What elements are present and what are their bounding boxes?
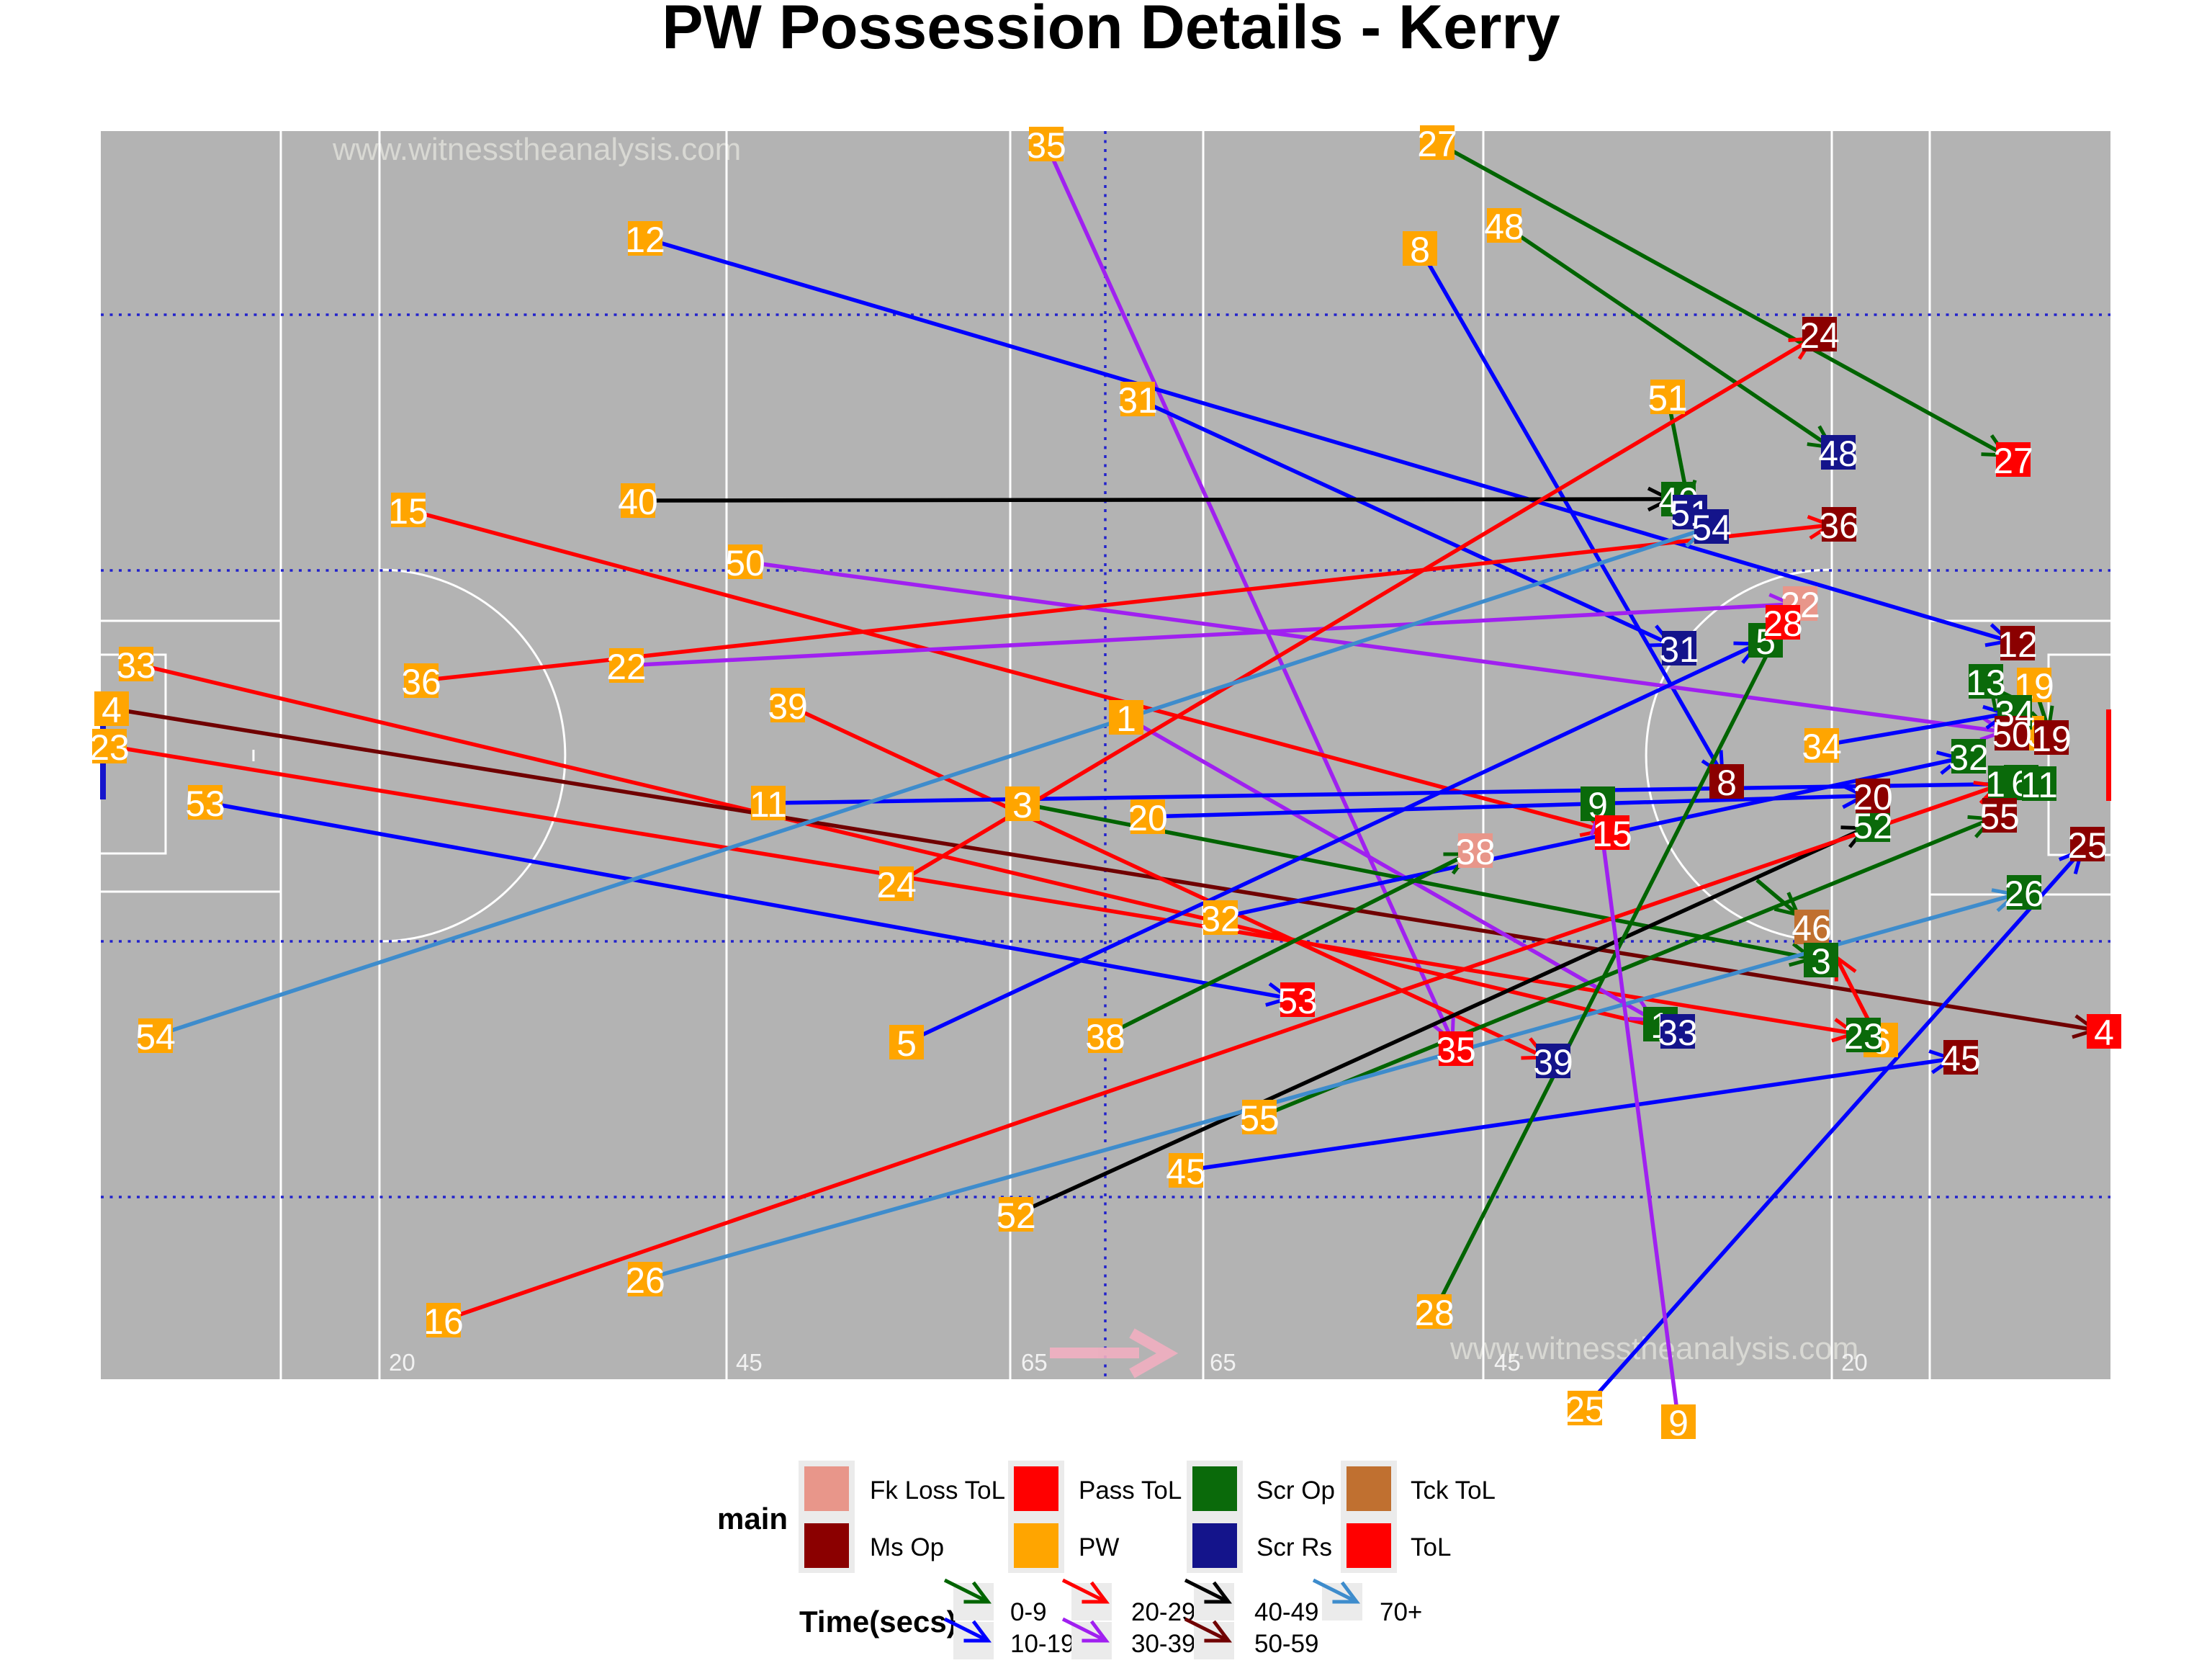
svg-text:5: 5: [896, 1023, 917, 1064]
svg-text:55: 55: [1979, 797, 2020, 837]
svg-text:25: 25: [1565, 1389, 1605, 1430]
svg-text:22: 22: [606, 647, 647, 687]
svg-text:35: 35: [1436, 1030, 1476, 1070]
svg-text:20: 20: [1853, 777, 1893, 817]
svg-text:9: 9: [1668, 1403, 1689, 1443]
svg-text:31: 31: [1659, 629, 1699, 670]
svg-text:12: 12: [1997, 624, 2038, 665]
svg-text:48: 48: [1484, 207, 1524, 247]
svg-text:26: 26: [625, 1260, 665, 1301]
svg-text:3: 3: [1811, 941, 1831, 982]
svg-text:11: 11: [2020, 765, 2058, 805]
svg-text:15: 15: [1592, 814, 1632, 854]
svg-text:Tck ToL: Tck ToL: [1411, 1476, 1496, 1505]
svg-text:53: 53: [185, 784, 225, 824]
svg-text:20: 20: [1841, 1349, 1868, 1376]
svg-text:Scr Op: Scr Op: [1256, 1476, 1335, 1505]
svg-text:Time(secs): Time(secs): [799, 1605, 957, 1639]
svg-text:50: 50: [725, 543, 765, 583]
svg-text:31: 31: [1118, 380, 1158, 421]
svg-text:19: 19: [2031, 719, 2072, 759]
svg-text:70+: 70+: [1380, 1598, 1422, 1626]
svg-text:65: 65: [1021, 1349, 1048, 1376]
svg-text:Scr Rs: Scr Rs: [1256, 1533, 1332, 1561]
svg-text:54: 54: [1691, 508, 1732, 548]
svg-text:Ms Op: Ms Op: [870, 1533, 944, 1561]
svg-text:55: 55: [1239, 1098, 1280, 1139]
svg-text:15: 15: [388, 491, 428, 532]
svg-text:4: 4: [102, 690, 122, 730]
svg-text:1: 1: [1116, 699, 1136, 739]
svg-text:Pass ToL: Pass ToL: [1079, 1476, 1182, 1505]
svg-text:4: 4: [2094, 1013, 2114, 1053]
svg-text:46: 46: [1791, 908, 1832, 949]
svg-text:26: 26: [2004, 874, 2044, 914]
svg-text:Fk Loss ToL: Fk Loss ToL: [870, 1476, 1005, 1505]
svg-text:45: 45: [736, 1349, 763, 1376]
svg-text:PW Possession Details - Kerry: PW Possession Details - Kerry: [662, 0, 1560, 62]
svg-text:45: 45: [1941, 1039, 1981, 1079]
svg-text:16: 16: [423, 1301, 464, 1342]
svg-text:34: 34: [1995, 694, 2035, 734]
svg-text:8: 8: [1717, 763, 1737, 803]
svg-text:25: 25: [2067, 825, 2108, 866]
svg-text:40: 40: [618, 482, 658, 522]
svg-text:24: 24: [876, 865, 917, 905]
svg-text:8: 8: [1410, 230, 1430, 270]
svg-text:PW: PW: [1079, 1533, 1119, 1561]
svg-text:30-39: 30-39: [1131, 1630, 1196, 1658]
svg-text:65: 65: [1210, 1349, 1236, 1376]
svg-text:39: 39: [1533, 1042, 1573, 1082]
svg-text:3: 3: [1012, 785, 1033, 825]
svg-text:www.witnesstheanalysis.com: www.witnesstheanalysis.com: [1449, 1331, 1858, 1366]
svg-text:32: 32: [1948, 738, 1989, 778]
svg-text:24: 24: [1799, 315, 1840, 356]
svg-text:54: 54: [135, 1017, 176, 1057]
svg-text:0-9: 0-9: [1010, 1598, 1047, 1626]
svg-text:36: 36: [1819, 506, 1859, 546]
svg-text:20: 20: [1128, 798, 1168, 838]
svg-text:27: 27: [1993, 441, 2033, 481]
svg-text:10-19: 10-19: [1010, 1630, 1075, 1658]
svg-text:28: 28: [1763, 604, 1803, 644]
svg-text:45: 45: [1494, 1349, 1521, 1376]
svg-text:11: 11: [750, 784, 787, 825]
svg-text:34: 34: [1802, 727, 1842, 767]
svg-text:23: 23: [1843, 1016, 1884, 1057]
svg-text:36: 36: [401, 662, 441, 702]
svg-text:www.witnesstheanalysis.com: www.witnesstheanalysis.com: [332, 132, 741, 167]
svg-text:28: 28: [1414, 1293, 1455, 1333]
svg-text:38: 38: [1085, 1017, 1125, 1057]
svg-text:27: 27: [1417, 124, 1457, 164]
svg-text:12: 12: [625, 220, 665, 260]
svg-text:32: 32: [1200, 899, 1241, 939]
svg-text:53: 53: [1277, 981, 1318, 1021]
svg-text:ToL: ToL: [1411, 1533, 1451, 1561]
svg-text:50: 50: [1992, 714, 2032, 755]
svg-text:33: 33: [116, 645, 156, 686]
svg-text:40-49: 40-49: [1254, 1598, 1319, 1626]
svg-text:51: 51: [1647, 378, 1688, 418]
svg-text:20: 20: [389, 1349, 415, 1376]
svg-text:23: 23: [89, 727, 130, 768]
svg-text:20-29: 20-29: [1131, 1598, 1196, 1626]
svg-text:39: 39: [768, 686, 808, 727]
svg-text:38: 38: [1455, 832, 1496, 872]
svg-text:main: main: [717, 1502, 788, 1536]
svg-text:50-59: 50-59: [1254, 1630, 1319, 1658]
svg-text:48: 48: [1818, 434, 1858, 474]
svg-text:33: 33: [1658, 1013, 1698, 1053]
svg-text:35: 35: [1026, 125, 1066, 166]
svg-text:52: 52: [996, 1196, 1036, 1236]
svg-text:45: 45: [1166, 1152, 1206, 1192]
